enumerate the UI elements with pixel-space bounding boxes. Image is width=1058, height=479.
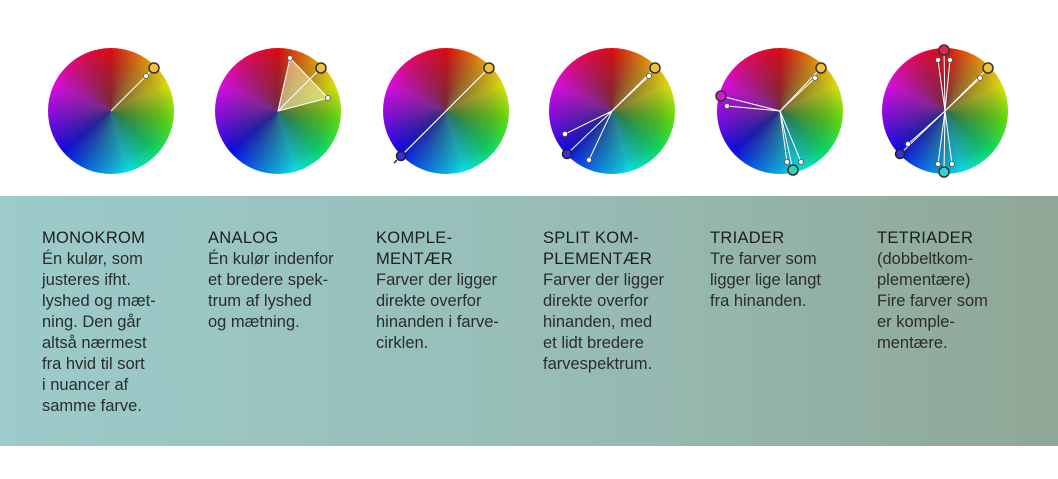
column-split-komplementaer: SPLIT KOM- PLEMENTÆR Farver der ligger d… [543,228,693,375]
column-text: Farver der ligger [543,271,665,289]
handle-main [148,62,160,74]
column-text: trum af lyshed [208,292,312,310]
connector-line [277,67,322,112]
color-wheel-tetriader [882,44,1008,178]
wheel-markers-split [561,62,661,163]
column-title: TETRIADER [877,229,974,247]
column-komplementaer: KOMPLE- MENTÆR Farver der ligger direkte… [376,228,526,354]
column-text: et bredere spek- [208,271,329,289]
connector-line [400,67,490,157]
column-monokrom: MONOKROM Én kulør, som justeres ifht. ly… [42,228,192,417]
column-text: fra hvid til sort [42,355,145,373]
column-text: ligger lige langt [710,271,821,289]
column-text: (dobbeltkom- [877,250,974,268]
column-text: i nuancer af [42,376,129,394]
handle-tetrad-4 [938,166,950,178]
handle-triad-3 [787,164,799,176]
color-wheel-komplementaer [383,48,509,174]
description-band: MONOKROM Én kulør, som justeres ifht. ly… [0,196,1058,446]
color-wheel-analog [215,48,341,174]
wheel-markers-tetriader [894,44,994,178]
handle-tetrad-2 [982,62,994,74]
handle-complement [561,148,573,160]
handle-main [815,62,827,74]
column-text: fra hinanden. [710,292,807,310]
handle-complement [395,150,407,162]
wheel-markers-komplementaer [393,62,495,164]
column-text: plementære) [877,271,971,289]
column-text: et lidt bredere [543,334,644,352]
color-wheels-row [0,0,1058,196]
column-title: TRIADER [710,229,785,247]
column-text: Én kulør, som [42,250,143,268]
column-text: justeres ifht. [42,271,131,289]
column-text: direkte overfor [376,292,482,310]
column-tetriader: TETRIADER (dobbeltkom- plementære) Fire … [877,228,1027,354]
color-wheel-split-komplementaer [549,48,675,174]
handle-main [483,62,495,74]
column-analog: ANALOG Én kulør indenfor et bredere spek… [208,228,358,333]
column-text: direkte overfor [543,292,649,310]
handle-tetrad-3 [894,148,906,160]
column-title: KOMPLE- [376,229,453,247]
handle-main [315,62,327,74]
wheel-markers-monokrom [110,62,160,112]
wheel-markers-triader [715,62,827,176]
column-text: og mætning. [208,313,300,331]
column-text: er komple- [877,313,955,331]
column-title: MONOKROM [42,229,146,247]
column-triader: TRIADER Tre farver som ligger lige langt… [710,228,860,312]
handle-dot [325,95,331,101]
column-text: Én kulør indenfor [208,250,334,268]
color-wheel-monokrom [48,48,174,174]
column-text: hinanden, med [543,313,653,331]
column-text: altså nærmest [42,334,147,352]
column-title: ANALOG [208,229,279,247]
handle-triad-2 [715,90,727,102]
column-text: ning. Den går [42,313,142,331]
column-title: MENTÆR [376,250,453,268]
column-text: Tre farver som [710,250,817,268]
column-title: SPLIT KOM- [543,229,640,247]
column-text: lyshed og mæt- [42,292,156,310]
column-text: Fire farver som [877,292,988,310]
handle-main [649,62,661,74]
column-text: farvespektrum. [543,355,653,373]
handle-dot [143,73,149,79]
column-text: hinanden i farve- [376,313,499,331]
column-text: cirklen. [376,334,429,352]
handle-tetrad-1 [938,44,950,56]
analog-sector [277,56,329,112]
color-wheel-triader [715,48,843,176]
column-text: samme farve. [42,397,142,415]
wheel-markers-analog [277,55,331,112]
column-text: Farver der ligger [376,271,498,289]
column-title: PLEMENTÆR [543,250,653,268]
column-text: mentære. [877,334,948,352]
handle-dot [287,55,293,61]
